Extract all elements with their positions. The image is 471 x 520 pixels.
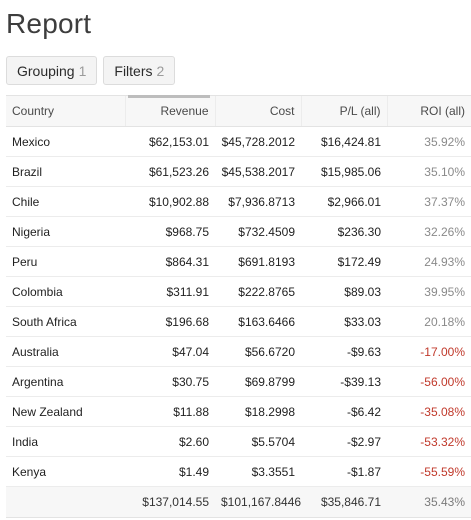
cost-cell: $5.5704 [215, 426, 301, 457]
country-cell: Kenya [6, 456, 125, 487]
pl-cell: -$39.13 [301, 366, 387, 397]
revenue-cell: $1.49 [125, 456, 215, 487]
cost-cell: $69.8799 [215, 366, 301, 397]
grouping-label: Grouping [17, 62, 75, 79]
pl-cell: $16,424.81 [301, 126, 387, 157]
country-cell: Argentina [6, 366, 125, 397]
pl-cell: $15,985.06 [301, 156, 387, 187]
roi-cell: 35.10% [387, 156, 471, 187]
table-body: Mexico $62,153.01 $45,728.2012 $16,424.81 35… [6, 126, 471, 487]
revenue-cell: $311.91 [125, 276, 215, 307]
table-row[interactable]: Chile $10,902.88 $7,936.8713 $2,966.01 37.37… [6, 186, 471, 217]
cost-cell: $222.8765 [215, 276, 301, 307]
total-pl: $35,846.71 [301, 486, 387, 518]
table-row[interactable]: Brazil $61,523.26 $45,538.2017 $15,985.06 35… [6, 156, 471, 187]
cost-cell: $45,728.2012 [215, 126, 301, 157]
grouping-button[interactable]: Grouping 1 [6, 56, 98, 85]
table-row[interactable]: Colombia $311.91 $222.8765 $89.03 39.95% [6, 276, 471, 307]
pl-cell: $172.49 [301, 246, 387, 277]
table-row[interactable]: New Zealand $11.88 $18.2998 -$6.42 -35.08% [6, 396, 471, 427]
cost-cell: $691.8193 [215, 246, 301, 277]
cost-cell: $7,936.8713 [215, 186, 301, 217]
cost-cell: $56.6720 [215, 336, 301, 367]
filters-button[interactable]: Filters 2 [103, 56, 176, 85]
cost-cell: $45,538.2017 [215, 156, 301, 187]
table-row[interactable]: India $2.60 $5.5704 -$2.97 -53.32% [6, 426, 471, 457]
table-header: Country Revenue Cost P/L (all) ROI (all) [6, 95, 471, 127]
roi-cell: 35.92% [387, 126, 471, 157]
total-revenue: $137,014.55 [125, 486, 215, 518]
table-row[interactable]: Kenya $1.49 $3.3551 -$1.87 -55.59% [6, 456, 471, 487]
table-row[interactable]: Nigeria $968.75 $732.4509 $236.30 32.26% [6, 216, 471, 247]
country-cell: Australia [6, 336, 125, 367]
revenue-cell: $968.75 [125, 216, 215, 247]
totals-country-cell [6, 486, 125, 518]
roi-cell: -56.00% [387, 366, 471, 397]
column-header-revenue-label: Revenue [160, 104, 209, 118]
column-header-revenue[interactable]: Revenue [124, 95, 215, 127]
revenue-cell: $62,153.01 [125, 126, 215, 157]
revenue-cell: $30.75 [125, 366, 215, 397]
table-row[interactable]: South Africa $196.68 $163.6466 $33.03 20.18% [6, 306, 471, 337]
column-header-pl[interactable]: P/L (all) [300, 95, 387, 127]
revenue-cell: $864.31 [125, 246, 215, 277]
roi-cell: 37.37% [387, 186, 471, 217]
roi-cell: -17.00% [387, 336, 471, 367]
country-cell: South Africa [6, 306, 125, 337]
cost-cell: $732.4509 [215, 216, 301, 247]
table-row[interactable]: Australia $47.04 $56.6720 -$9.63 -17.00% [6, 336, 471, 367]
roi-cell: 24.93% [387, 246, 471, 277]
country-cell: India [6, 426, 125, 457]
roi-cell: -35.08% [387, 396, 471, 427]
filters-label: Filters [114, 62, 153, 79]
total-roi: 35.43% [387, 486, 471, 518]
column-header-country[interactable]: Country [6, 95, 125, 127]
country-cell: Brazil [6, 156, 125, 187]
pl-cell: -$9.63 [301, 336, 387, 367]
roi-cell: 20.18% [387, 306, 471, 337]
country-cell: Peru [6, 246, 125, 277]
grouping-count: 1 [78, 62, 87, 79]
roi-cell: -53.32% [387, 426, 471, 457]
revenue-cell: $2.60 [125, 426, 215, 457]
pl-cell: -$2.97 [301, 426, 387, 457]
revenue-cell: $11.88 [125, 396, 215, 427]
totals-row: $137,014.55 $101,167.8446 $35,846.71 35.… [6, 486, 471, 518]
revenue-cell: $196.68 [125, 306, 215, 337]
column-header-cost[interactable]: Cost [214, 95, 301, 127]
country-cell: Chile [6, 186, 125, 217]
cost-cell: $3.3551 [215, 456, 301, 487]
revenue-cell: $10,902.88 [125, 186, 215, 217]
total-cost: $101,167.8446 [215, 486, 301, 518]
table-footer: $137,014.55 $101,167.8446 $35,846.71 35.… [6, 486, 471, 518]
revenue-cell: $47.04 [125, 336, 215, 367]
page-title: Report [6, 8, 92, 39]
pl-cell: $89.03 [301, 276, 387, 307]
country-cell: Colombia [6, 276, 125, 307]
table-row[interactable]: Argentina $30.75 $69.8799 -$39.13 -56.00% [6, 366, 471, 397]
country-cell: New Zealand [6, 396, 125, 427]
table-row[interactable]: Peru $864.31 $691.8193 $172.49 24.93% [6, 246, 471, 277]
table-row[interactable]: Mexico $62,153.01 $45,728.2012 $16,424.81 35… [6, 126, 471, 157]
pl-cell: $2,966.01 [301, 186, 387, 217]
roi-cell: 32.26% [387, 216, 471, 247]
sort-indicator [127, 95, 210, 98]
cost-cell: $163.6466 [215, 306, 301, 337]
cost-cell: $18.2998 [215, 396, 301, 427]
pl-cell: -$1.87 [301, 456, 387, 487]
column-header-roi[interactable]: ROI (all) [386, 95, 471, 127]
country-cell: Nigeria [6, 216, 125, 247]
toolbar: Grouping 1 Filters 2 [6, 56, 176, 85]
country-cell: Mexico [6, 126, 125, 157]
header-row: Country Revenue Cost P/L (all) ROI (all) [6, 95, 471, 127]
pl-cell: -$6.42 [301, 396, 387, 427]
report-table: Country Revenue Cost P/L (all) ROI (all)… [6, 95, 471, 518]
revenue-cell: $61,523.26 [125, 156, 215, 187]
filters-count: 2 [156, 62, 165, 79]
roi-cell: -55.59% [387, 456, 471, 487]
roi-cell: 39.95% [387, 276, 471, 307]
pl-cell: $236.30 [301, 216, 387, 247]
pl-cell: $33.03 [301, 306, 387, 337]
report-table-container: Country Revenue Cost P/L (all) ROI (all)… [6, 95, 471, 518]
